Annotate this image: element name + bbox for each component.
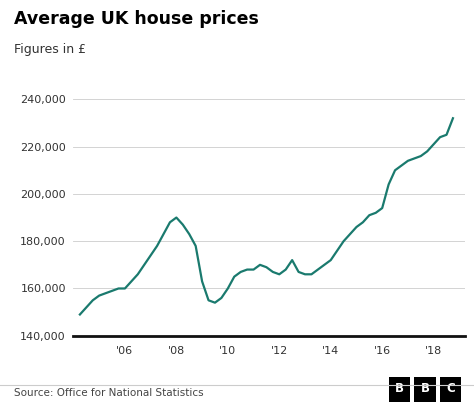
- Text: Average UK house prices: Average UK house prices: [14, 10, 259, 28]
- Text: B: B: [420, 382, 429, 395]
- FancyBboxPatch shape: [440, 377, 462, 401]
- Text: Source: Office for National Statistics: Source: Office for National Statistics: [14, 388, 204, 398]
- Text: B: B: [395, 382, 404, 395]
- FancyBboxPatch shape: [414, 377, 436, 401]
- FancyBboxPatch shape: [389, 377, 410, 401]
- Text: Figures in £: Figures in £: [14, 43, 86, 56]
- Text: C: C: [447, 382, 455, 395]
